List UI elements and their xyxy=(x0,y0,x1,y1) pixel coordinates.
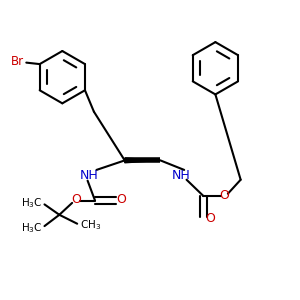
Polygon shape xyxy=(125,158,160,163)
Text: NH: NH xyxy=(80,169,98,182)
Text: O: O xyxy=(116,193,126,206)
Text: H$_3$C: H$_3$C xyxy=(20,221,42,235)
Text: CH$_3$: CH$_3$ xyxy=(80,219,101,232)
Text: H$_3$C: H$_3$C xyxy=(20,196,42,210)
Text: Br: Br xyxy=(11,55,24,68)
Text: O: O xyxy=(71,194,81,206)
Text: O: O xyxy=(219,189,229,202)
Text: O: O xyxy=(205,212,215,225)
Text: NH: NH xyxy=(172,169,190,182)
